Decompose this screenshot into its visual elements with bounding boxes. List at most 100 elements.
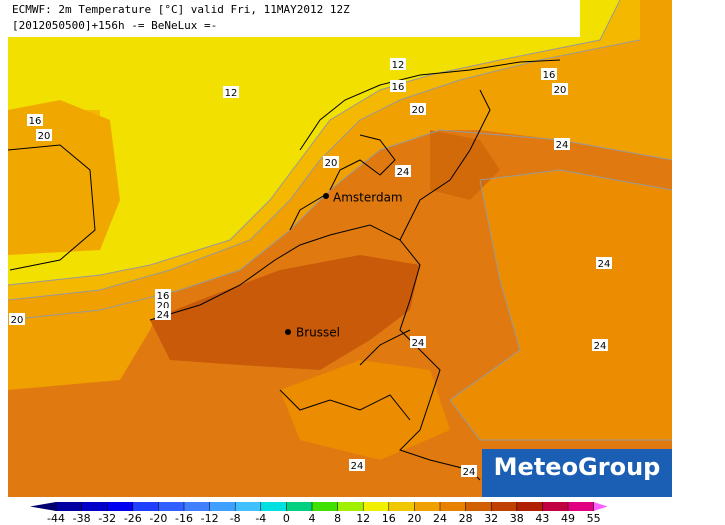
temp-zone (280, 360, 450, 460)
country-border (279, 89, 491, 421)
colorbar-segment (440, 502, 467, 511)
contour-label: 20 (325, 158, 338, 169)
contour-label-bg (410, 103, 426, 115)
contour-label-bg (541, 68, 557, 80)
colorbar-segment (465, 502, 492, 511)
colorbar-segment (81, 502, 108, 511)
contour-label-bg (461, 465, 477, 477)
colorbar-segment (568, 502, 595, 511)
contour-label: 24 (157, 310, 170, 321)
colorbar-tick-label: 12 (356, 512, 370, 525)
colorbar-tick-label: -8 (230, 512, 241, 525)
contour-label: 16 (543, 70, 556, 81)
colorbar-tick-label: -20 (149, 512, 167, 525)
colorbar-tick-label: 16 (382, 512, 396, 525)
contour-label: 16 (157, 291, 170, 302)
contour-label-bg (9, 313, 25, 325)
isotherm (449, 169, 673, 441)
colorbar-tick-label: -26 (124, 512, 142, 525)
header-title: ECMWF: 2m Temperature [°C] valid Fri, 11… (12, 3, 350, 16)
colorbar-tick-label: 43 (535, 512, 549, 525)
colorbar-segment (209, 502, 236, 511)
colorbar-tick-label: -44 (47, 512, 65, 525)
contour-label: 24 (594, 341, 607, 352)
colorbar-arrow (30, 502, 56, 511)
colorbar: -44 -38 -32 -26 -20 -16 -12 -8 -4 0 4 8 12 16 20 24 28 32… (30, 502, 608, 525)
contour-label-bg (349, 459, 365, 471)
contour-label-bg (323, 156, 339, 168)
city-label: Brussel (296, 326, 340, 340)
temp-zone (8, 100, 120, 255)
contour-label: 24 (598, 259, 611, 270)
colorbar-tick-label: -12 (201, 512, 219, 525)
contour-label: 20 (554, 85, 567, 96)
header-box (8, 0, 580, 37)
colorbar-tick-label: 28 (459, 512, 473, 525)
contour-label: 24 (556, 140, 569, 151)
temp-zone (8, 280, 170, 390)
colorbar-segment (542, 502, 569, 511)
header-subtitle: [2012050500]+156h -= BeNeLux =- (12, 19, 217, 32)
city-marker (323, 193, 329, 199)
logo: MeteoGroup (494, 453, 661, 481)
colorbar-segment (388, 502, 415, 511)
colorbar-segment (491, 502, 518, 511)
contour-label-bg (390, 80, 406, 92)
colorbar-tick-label: -32 (98, 512, 116, 525)
colorbar-segment (132, 502, 159, 511)
colorbar-segment (235, 502, 262, 511)
colorbar-tick-label: 55 (587, 512, 601, 525)
contour-label-bg (554, 138, 570, 150)
contour-label: 20 (38, 131, 51, 142)
temp-zone (150, 255, 420, 370)
colorbar-tick-label: 32 (484, 512, 498, 525)
contour-label: 24 (463, 467, 476, 478)
contour-label: 16 (392, 82, 405, 93)
contour-label-bg (410, 336, 426, 348)
city-label: Amsterdam (333, 191, 403, 205)
isotherm (7, 39, 641, 301)
contour-label: 24 (351, 461, 364, 472)
colorbar-segment (363, 502, 390, 511)
contour-label-bg (155, 289, 171, 301)
colorbar-tick-label: 20 (407, 512, 421, 525)
logo-box (482, 449, 672, 497)
colorbar-tick-label: 38 (510, 512, 524, 525)
temp-zone (430, 130, 500, 200)
contour-label: 16 (29, 116, 42, 127)
city-marker (285, 329, 291, 335)
contour-label: 12 (225, 88, 238, 99)
colorbar-segment (516, 502, 543, 511)
colorbar-segment (312, 502, 339, 511)
colorbar-tick-label: 24 (433, 512, 447, 525)
contour-label: 12 (392, 60, 405, 71)
colorbar-segment (107, 502, 134, 511)
contour-label: 20 (11, 315, 24, 326)
isotherm (7, 0, 621, 286)
colorbar-tick-label: 8 (334, 512, 341, 525)
colorbar-segment (56, 502, 83, 511)
contour-label-bg (223, 86, 239, 98)
isotherm (7, 129, 673, 321)
map: Amsterdam Brussel 1212161616202020242024… (7, 0, 673, 497)
colorbar-tick-label: 0 (283, 512, 290, 525)
colorbar-tick-label: -38 (73, 512, 91, 525)
colorbar-segment (260, 502, 287, 511)
colorbar-arrow (593, 502, 608, 511)
contour-label-bg (596, 257, 612, 269)
contour-label-bg (552, 83, 568, 95)
contour-label: 20 (157, 301, 170, 312)
colorbar-segment (158, 502, 185, 511)
colorbar-tick-label: 4 (309, 512, 316, 525)
colorbar-segment (414, 502, 441, 511)
contour-label-bg (155, 308, 171, 320)
colorbar-tick-label: -4 (255, 512, 266, 525)
colorbar-tick-label: -16 (175, 512, 193, 525)
contour-label-bg (395, 165, 411, 177)
contour-label: 24 (397, 167, 410, 178)
temp-zone (450, 170, 672, 440)
contour-label-bg (36, 129, 52, 141)
colorbar-segment (286, 502, 313, 511)
